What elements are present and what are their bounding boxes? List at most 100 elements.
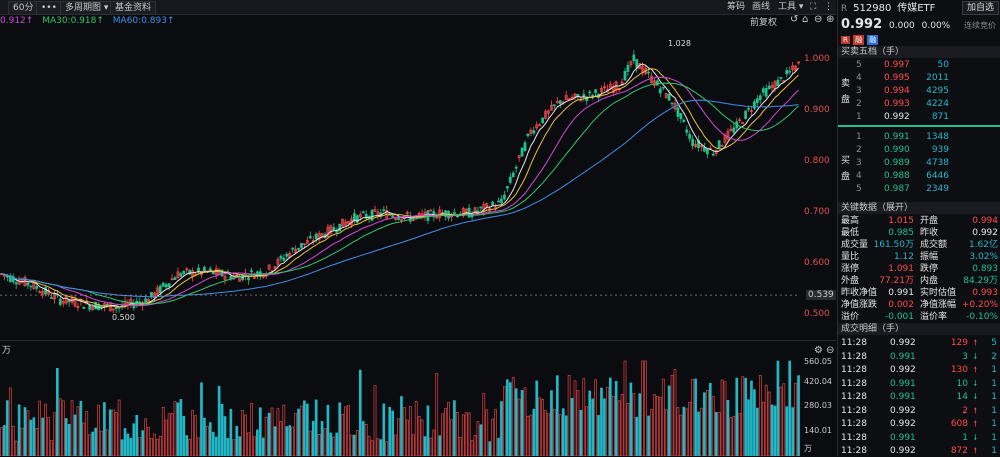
trading-status-link[interactable]: 连续竞价	[964, 21, 996, 30]
quote-panel: R 512980 传媒ETF 加自选 0.992 0.000 0.00% 连续竞…	[837, 0, 1000, 456]
volume-bar	[544, 410, 547, 456]
order-book-title[interactable]: 买卖五档（手）	[838, 46, 1000, 58]
candle-body	[297, 247, 300, 250]
level-num: 1	[856, 112, 862, 122]
candle-body	[453, 212, 456, 214]
volume-bar	[197, 437, 200, 456]
chips-button[interactable]: 筹码	[727, 2, 746, 12]
chart-toolbar: 60分 ••• 多周期图 ▾ 基金资料 筹码 画线 工具 ▾ ⛶ ⋮	[0, 0, 836, 15]
tools-menu[interactable]: 工具 ▾	[778, 2, 804, 12]
volume-settings-icon[interactable]: ⚙	[814, 345, 823, 356]
restore-icon[interactable]: ⌂	[802, 14, 809, 25]
candlestick-chart[interactable]	[0, 28, 836, 340]
candle-body	[667, 93, 671, 101]
trades-title[interactable]: 成交明细（手）	[838, 323, 1000, 335]
key-data-title[interactable]: 关键数据（展开）	[838, 202, 1000, 214]
reset-adjust-label[interactable]: 前复权	[750, 18, 778, 28]
volume-bar	[353, 434, 356, 456]
trade-row[interactable]: 11:28 0.991 14 🠗 1	[838, 391, 1000, 403]
candle-body	[53, 293, 56, 300]
trade-count: 1	[991, 446, 997, 456]
trade-row[interactable]: 11:28 0.991 3 🠗 2	[838, 351, 1000, 363]
volume-bar	[732, 415, 736, 456]
candle-body	[558, 100, 562, 104]
candle-body	[364, 213, 368, 219]
sell-level-row[interactable]: 5 0.997 50	[838, 59, 1000, 71]
level-price: 0.995	[884, 73, 910, 83]
key-label: 最高	[841, 216, 860, 226]
buy-level-row[interactable]: 4 0.988 6446	[838, 170, 1000, 182]
candle-body	[705, 148, 709, 155]
level-volume: 4295	[926, 86, 949, 96]
back-icon[interactable]: ↺	[790, 14, 799, 25]
period-selector[interactable]: 60分	[8, 1, 39, 15]
volume-bar	[111, 409, 115, 456]
volume-bar	[556, 375, 559, 456]
sell-level-row[interactable]: 1 0.992 871	[838, 111, 1000, 123]
add-watchlist-button[interactable]: 加自选	[962, 1, 1000, 15]
trade-row[interactable]: 11:28 0.992 130 🠕 1	[838, 364, 1000, 376]
candle-body	[291, 247, 295, 250]
candle-body	[541, 117, 545, 124]
volume-bar	[747, 399, 750, 456]
trade-row[interactable]: 11:28 0.992 608 🠕 1	[838, 418, 1000, 430]
trade-price: 0.992	[890, 419, 916, 429]
trade-volume: 2	[962, 405, 968, 416]
level-volume: 6446	[926, 171, 949, 181]
volume-chart[interactable]	[0, 355, 800, 456]
more-button[interactable]: •••	[36, 1, 62, 15]
zoom-out-icon[interactable]: ⊖	[814, 14, 823, 25]
fund-info-button[interactable]: 基金资料	[110, 1, 157, 15]
trade-time: 11:28	[841, 378, 867, 389]
volume-bar	[311, 421, 315, 456]
sell-level-row[interactable]: 3 0.994 4295	[838, 85, 1000, 97]
volume-close-icon[interactable]: ⊖	[826, 345, 835, 356]
sell-level-row[interactable]: 2 0.993 4224	[838, 98, 1000, 110]
candle-body	[164, 284, 168, 288]
trade-row[interactable]: 11:28 0.992 872 🠕 1	[838, 445, 1000, 457]
volume-bar	[26, 410, 30, 456]
sell-label: 盘	[841, 95, 851, 105]
fullscreen-icon[interactable]: ⛶	[810, 2, 817, 12]
volume-bar	[611, 395, 615, 456]
buy-level-row[interactable]: 2 0.990 939	[838, 144, 1000, 156]
buy-level-row[interactable]: 5 0.987 2349	[838, 183, 1000, 195]
level-num: 5	[856, 60, 862, 70]
volume-bar	[11, 425, 15, 456]
price-tick: 0.500	[804, 309, 830, 319]
moving-average-line	[1, 76, 799, 307]
candle-body	[105, 303, 109, 306]
more-options-icon[interactable]: ⋮	[824, 2, 833, 12]
multi-period-button[interactable]: 多周期图 ▾	[60, 1, 114, 15]
volume-bar	[773, 405, 777, 456]
candle-body	[550, 104, 553, 111]
candle-body	[91, 306, 95, 310]
buy-level-row[interactable]: 1 0.991 1348	[838, 131, 1000, 143]
trade-row[interactable]: 11:28 0.992 2 🠕 1	[838, 405, 1000, 417]
candle-body	[88, 304, 92, 310]
candle-body	[761, 88, 765, 93]
draw-line-button[interactable]: 画线	[752, 2, 771, 12]
trade-row[interactable]: 11:28 0.992 129 🠕 5	[838, 337, 1000, 349]
volume-bar	[56, 367, 59, 456]
zoom-in-icon[interactable]: ⊕	[826, 14, 835, 25]
up-arrow-icon: 🠕	[973, 419, 977, 428]
volume-bar	[191, 410, 194, 456]
level-volume: 871	[931, 112, 949, 122]
buy-level-row[interactable]: 3 0.989 4738	[838, 157, 1000, 169]
volume-bar	[117, 399, 121, 456]
trade-row[interactable]: 11:28 0.991 10 🠗 1	[838, 378, 1000, 390]
volume-bar	[756, 407, 759, 456]
volume-bar	[247, 432, 250, 456]
candle-body	[508, 176, 512, 183]
candle-body	[535, 124, 539, 129]
volume-bar	[558, 414, 562, 456]
candle-body	[547, 110, 550, 114]
high-annotation: 1.028	[668, 39, 691, 48]
trade-row[interactable]: 11:28 0.991 1 🠗 1	[838, 432, 1000, 444]
sell-level-row[interactable]: 4 0.995 2011	[838, 72, 1000, 84]
volume-bar	[720, 379, 724, 456]
volume-bar	[538, 397, 542, 456]
trade-count: 1	[991, 378, 997, 389]
trade-volume: 129	[950, 338, 968, 348]
